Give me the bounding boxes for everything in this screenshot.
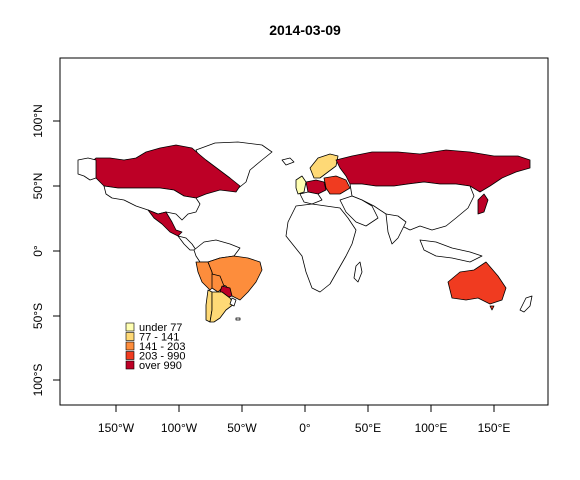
x-tick-label: 100°E [415,421,448,435]
country-brazil [207,255,263,301]
legend-label: 77 - 141 [139,332,179,344]
x-tick-label: 150°W [98,421,135,435]
legend-label: under 77 [139,322,182,334]
region-middle-east [339,195,379,227]
country-usa [103,185,201,221]
region-eastern-europe [323,175,351,195]
region-tasmania [489,305,495,311]
country-iceland [281,157,295,166]
y-tick-label: 0° [31,245,45,257]
world-map [77,141,533,323]
legend-swatch [125,322,135,332]
country-uk [295,175,307,195]
region-africa [285,203,357,293]
legend-swatch [125,332,135,341]
legend-swatch [125,351,135,360]
y-tick-label: 50°S [31,303,45,329]
country-argentina [209,291,235,323]
region-falklands [235,317,241,321]
country-australia [447,261,507,305]
legend-label: 141 - 203 [139,341,185,353]
x-tick-label: 0° [299,421,311,435]
region-southeast-asia [419,239,483,263]
y-tick-label: 100°N [31,104,45,138]
x-tick-label: 50°W [227,421,257,435]
legend-label: 203 - 990 [139,351,185,363]
country-mexico [147,209,183,237]
x-axis: 150°W 100°W 50°W 0° 50°E 100°E 150°E [98,404,511,435]
x-tick-label: 150°E [478,421,511,435]
map-title: 2014-03-09 [269,22,341,38]
country-uruguay [229,297,237,307]
x-tick-label: 100°W [161,421,198,435]
x-tick-label: 50°E [355,421,381,435]
country-new-zealand [519,295,533,313]
y-axis: 100°S 50°S 0° 50°N 100°N [31,104,61,397]
country-madagascar [353,261,363,283]
region-southern-europe [299,191,323,205]
y-tick-label: 100°S [31,364,45,397]
legend-swatch [125,341,135,351]
y-tick-label: 50°N [31,173,45,200]
region-alaska [77,157,97,181]
country-india [385,213,407,245]
region-scandinavia [309,153,339,179]
region-asia [349,181,475,231]
legend-swatch [125,360,135,370]
country-japan [477,193,489,215]
legend-label: over 990 [139,360,182,372]
